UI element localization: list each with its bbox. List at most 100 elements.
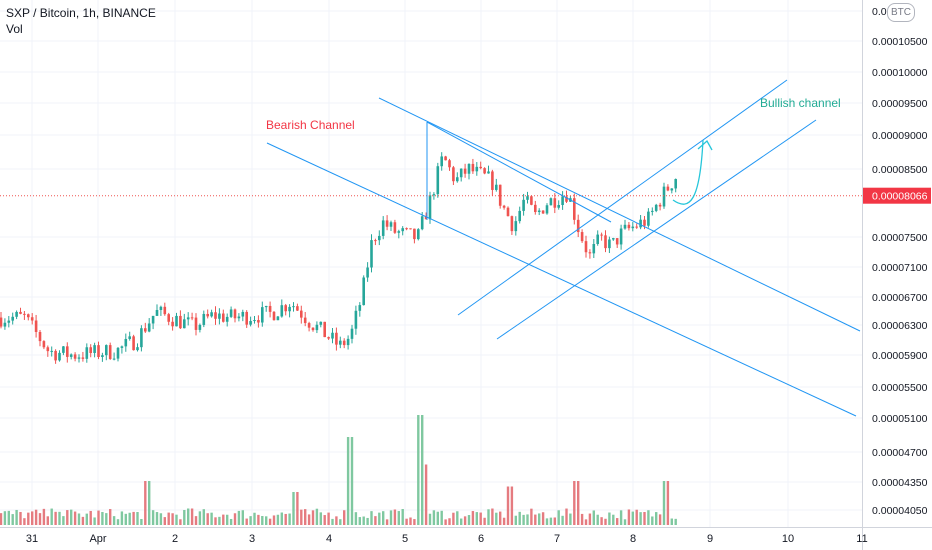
candle-body xyxy=(448,160,451,168)
candle-body xyxy=(444,156,447,161)
volume-bar xyxy=(534,514,537,525)
candle-body xyxy=(413,228,416,240)
candle-body xyxy=(303,317,307,324)
candle-body xyxy=(417,229,420,240)
candle-body xyxy=(495,184,498,190)
volume-bar xyxy=(167,512,170,525)
candle-body xyxy=(619,228,623,245)
candle-body xyxy=(674,179,677,189)
candle-body xyxy=(471,163,475,172)
volume-bar xyxy=(569,513,572,525)
symbol-title[interactable]: SXP / Bitcoin, 1h, BINANCE xyxy=(6,6,156,20)
candle-body xyxy=(526,196,529,200)
volume-bar xyxy=(651,516,654,525)
volume-bar xyxy=(109,509,112,525)
volume-bar xyxy=(565,508,568,525)
candle-body xyxy=(89,347,92,354)
x-tick-label: 7 xyxy=(554,533,560,545)
candle-body xyxy=(346,338,350,346)
candle-body xyxy=(300,310,303,318)
volume-bar xyxy=(475,512,478,525)
volume-bar xyxy=(428,513,432,525)
last-price-badge-text: 0.00008066 xyxy=(872,191,928,203)
volume-bar xyxy=(323,515,326,525)
volume-bar xyxy=(424,464,428,525)
candle-body xyxy=(108,345,112,359)
volume-bar xyxy=(666,481,670,525)
volume-bar xyxy=(241,510,244,525)
volume-bar xyxy=(101,511,104,525)
chart-legend: SXP / Bitcoin, 1h, BINANCE Vol xyxy=(6,5,156,37)
candle-body xyxy=(144,328,147,332)
last-price-badge xyxy=(863,187,931,204)
y-tick-label: 0.00008500 xyxy=(872,164,928,176)
volume-bar xyxy=(522,514,525,525)
candle-body xyxy=(222,313,225,322)
volume-bar xyxy=(190,508,194,525)
volume-label[interactable]: Vol xyxy=(6,22,23,36)
volume-bars xyxy=(0,415,677,525)
volume-bar xyxy=(506,486,510,525)
candle-body xyxy=(401,228,404,232)
candle-body xyxy=(436,166,440,195)
volume-bar xyxy=(315,508,319,525)
volume-bar xyxy=(549,517,553,525)
candle-body xyxy=(561,196,564,206)
candle-body xyxy=(175,315,178,327)
volume-bar xyxy=(245,518,248,525)
volume-bar xyxy=(366,517,369,525)
candle-body xyxy=(452,167,455,182)
candle-body xyxy=(233,309,237,319)
candle-body xyxy=(530,196,533,205)
volume-bar xyxy=(233,513,237,525)
candle-body xyxy=(249,321,252,325)
volume-bar xyxy=(116,519,120,525)
candle-body xyxy=(186,317,190,320)
candle-body xyxy=(612,238,615,240)
volume-bar xyxy=(23,518,26,525)
candle-body xyxy=(93,345,96,354)
candle-body xyxy=(151,315,155,324)
candle-body xyxy=(541,210,545,214)
currency-badge[interactable]: BTC xyxy=(887,3,915,22)
volume-bar xyxy=(413,519,416,525)
candle-body xyxy=(615,238,619,245)
candle-body xyxy=(105,345,108,356)
candle-body xyxy=(268,305,272,312)
y-tick-label: 0.00004050 xyxy=(872,505,928,517)
volume-bar xyxy=(89,510,92,525)
volume-bar xyxy=(202,509,205,525)
volume-bar xyxy=(514,515,517,525)
volume-bar xyxy=(304,509,307,525)
candle-body xyxy=(643,219,646,226)
volume-bar xyxy=(421,415,424,525)
y-tick-label: 0.00009500 xyxy=(872,98,928,110)
candle-body xyxy=(584,241,588,253)
volume-bar xyxy=(81,516,85,525)
candle-body xyxy=(292,306,295,308)
candle-body xyxy=(183,319,186,329)
volume-bar xyxy=(46,516,49,525)
y-tick-label: 0.00007500 xyxy=(872,232,928,244)
candle-body xyxy=(296,306,299,311)
candle-body xyxy=(565,196,568,202)
volume-bar xyxy=(132,511,135,525)
candle-body xyxy=(276,316,280,321)
candle-body xyxy=(596,234,599,245)
candle-body xyxy=(557,205,560,208)
volume-bar xyxy=(214,517,217,525)
candle-body xyxy=(194,317,198,330)
price-axis-bg xyxy=(862,0,932,550)
x-tick-label: 3 xyxy=(249,533,255,545)
candle-body xyxy=(424,216,428,220)
volume-bar xyxy=(382,511,385,525)
candle-body xyxy=(132,336,135,351)
candle-body xyxy=(171,321,174,327)
candle-body xyxy=(335,332,338,345)
candle-body xyxy=(159,306,163,310)
candle-body xyxy=(69,354,73,357)
candle-body xyxy=(253,320,256,322)
candle-body xyxy=(350,328,354,339)
